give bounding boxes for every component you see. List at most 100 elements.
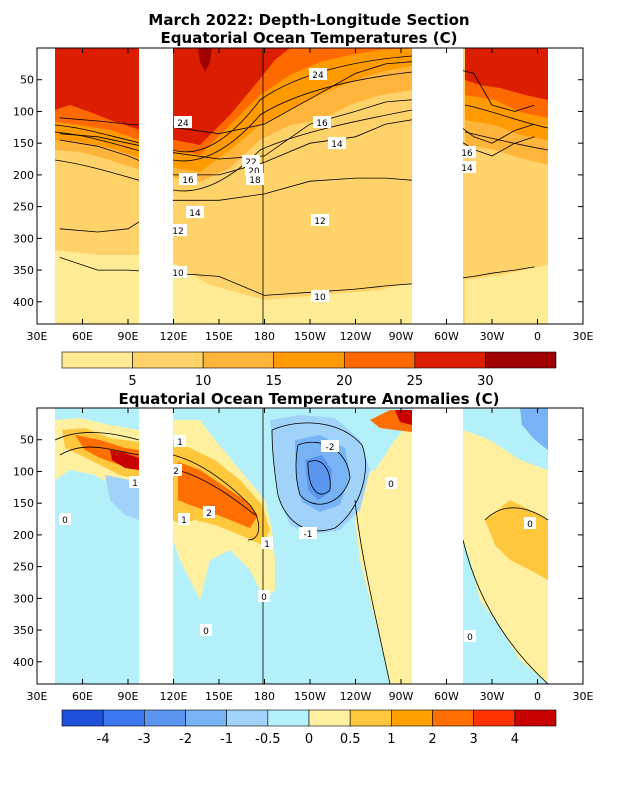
data-gap-maritime (139, 48, 173, 324)
anom-contour-label: 0 (527, 520, 533, 530)
figure-title-line1: March 2022: Depth-Longitude Section (148, 11, 469, 29)
isotherm-line (464, 104, 549, 129)
temp-contour-label: 14 (189, 209, 201, 219)
anomaly-title: Equatorial Ocean Temperature Anomalies (… (119, 390, 500, 408)
temp-x-tick-label: 90W (389, 330, 414, 343)
anom-contour-label: 0 (62, 516, 68, 526)
anomaly-contour-line (354, 499, 391, 684)
anom-y-tick-label: 200 (13, 529, 34, 542)
temp-colorbar-label: 25 (407, 374, 424, 389)
temp-contour-label: 20 (248, 167, 260, 177)
temp-x-tick-label: 180 (254, 330, 275, 343)
anom-contour-label-bg (178, 513, 190, 525)
anom-x-tick-label: 90E (118, 690, 139, 703)
temp-contour-label: 14 (461, 164, 473, 174)
temp-contour-label: 24 (177, 119, 189, 129)
anom-colorbar-label: 1 (387, 732, 395, 747)
anomaly-contour-line (172, 454, 260, 541)
anom-colorbar-swatch (144, 709, 186, 727)
anom-colorbar-label: -3 (138, 732, 151, 747)
isotherm-line (54, 71, 413, 162)
temp-contour-label-bg (328, 137, 346, 149)
anom-x-tick-label: 120W (340, 690, 372, 703)
temp-x-tick-label: 30E (573, 330, 594, 343)
anom-colorbar: -4 -3 -2 -1 -0.5 0 0.5 1 2 3 4 (61, 709, 557, 747)
anom-colorbar-label: 0 (305, 732, 313, 747)
temp-y-tick-label: 400 (13, 296, 34, 309)
anom-y-tick-label: 350 (13, 624, 34, 637)
isotherm-line (54, 55, 413, 153)
temp-contour-label-bg (458, 146, 476, 158)
temp-x-tick-label: 90E (118, 330, 139, 343)
anom-contour-label: 0 (467, 633, 473, 643)
temp-x-tick-label: 60W (434, 330, 459, 343)
temp-colorbar-label: 30 (477, 374, 494, 389)
anom-contour-label-bg (261, 537, 273, 549)
anomaly-contour-line (177, 469, 256, 516)
anom-colorbar-swatch (473, 709, 516, 727)
anom-contour-label-bg (385, 477, 397, 489)
temp-contour-label: 14 (331, 140, 343, 150)
anomaly-contour-line (59, 446, 140, 456)
temp-colorbar-swatch (414, 351, 486, 369)
anom-contour-label-bg (203, 506, 215, 518)
anom-contour-label-bg (258, 590, 270, 602)
temp-colorbar-label: 10 (195, 374, 212, 389)
temp-x-tick-label: 120W (340, 330, 372, 343)
anom-x-tick-label: 150E (205, 690, 233, 703)
isotherm-12 (59, 177, 424, 233)
anom-colorbar-swatch (391, 709, 433, 727)
temp-contour-label-bg (174, 116, 192, 128)
temp-band-over-30-east (465, 48, 548, 100)
anom-cold-atlantic-east (520, 408, 548, 450)
anom-contour-label-bg (524, 517, 536, 529)
temp-y-tick-label: 100 (13, 105, 34, 118)
anom-colorbar-label: 4 (511, 732, 519, 747)
anom-colorbar-label: -1 (220, 732, 233, 747)
temp-colorbar-swatch (273, 351, 345, 369)
anomaly-contour-line (462, 539, 549, 684)
temp-contour-label: 24 (312, 71, 324, 81)
isotherm-line (54, 109, 413, 192)
temp-contour-label-bg (313, 116, 331, 128)
anom-contour-label-bg (174, 435, 186, 447)
temp-contour-label: 22 (245, 158, 256, 168)
temp-colorbar-label: 15 (265, 374, 282, 389)
temp-x-tick-label: 30E (27, 330, 48, 343)
temp-contour-label-bg (311, 290, 329, 302)
anom-x-tick-label: 60E (72, 690, 93, 703)
anom-y-tick-label: 300 (13, 592, 34, 605)
data-gap-indian-west (37, 48, 55, 324)
anom-x-tick-label: 150W (294, 690, 326, 703)
anom-x-tick-label: 120E (160, 690, 188, 703)
temp-colorbar-swatch (343, 351, 416, 369)
temp-contour-label: 16 (461, 149, 473, 159)
temperature-panel: 30E 60E 90E 120E 150E 180 150W 120W 90W 60W 30W 0 30… (13, 47, 594, 343)
temp-contour-label: 12 (172, 227, 183, 237)
data-gap-africa (548, 48, 583, 324)
anom-colorbar-label: 3 (470, 732, 478, 747)
anomaly-panel: 30E 60E 90E 120E 150E 180 150W 120W 90W 60W 30W 0 30… (13, 407, 594, 703)
anom-colorbar-label: 0.5 (340, 732, 361, 747)
temp-contour-label: 12 (314, 217, 325, 227)
anom-contour-label: 0 (388, 480, 394, 490)
anom-colorbar-swatch (267, 709, 310, 727)
temp-x-tick-label: 120E (160, 330, 188, 343)
anom-contour-label-bg (59, 513, 71, 525)
temp-y-tick-label: 200 (13, 169, 34, 182)
anom-contour-label-bg (464, 630, 476, 642)
anom-contour-label: -1 (304, 530, 313, 540)
temp-colorbar-swatch (202, 351, 275, 369)
figure-title-line2: Equatorial Ocean Temperatures (C) (161, 29, 458, 47)
anom-colorbar-label: 2 (428, 732, 436, 747)
anom-colorbar-label: -4 (97, 732, 110, 747)
temp-contour-label: 10 (314, 293, 326, 303)
temp-contour-label-bg (186, 206, 204, 218)
anom-contour-label: 1 (132, 479, 138, 489)
anom-y-tick-label: 50 (20, 434, 34, 447)
anom-y-tick-label: 400 (13, 656, 34, 669)
anom-colorbar-swatch (102, 709, 145, 727)
anom-contour-label: 0 (203, 627, 209, 637)
temp-x-tick-label: 30W (480, 330, 505, 343)
